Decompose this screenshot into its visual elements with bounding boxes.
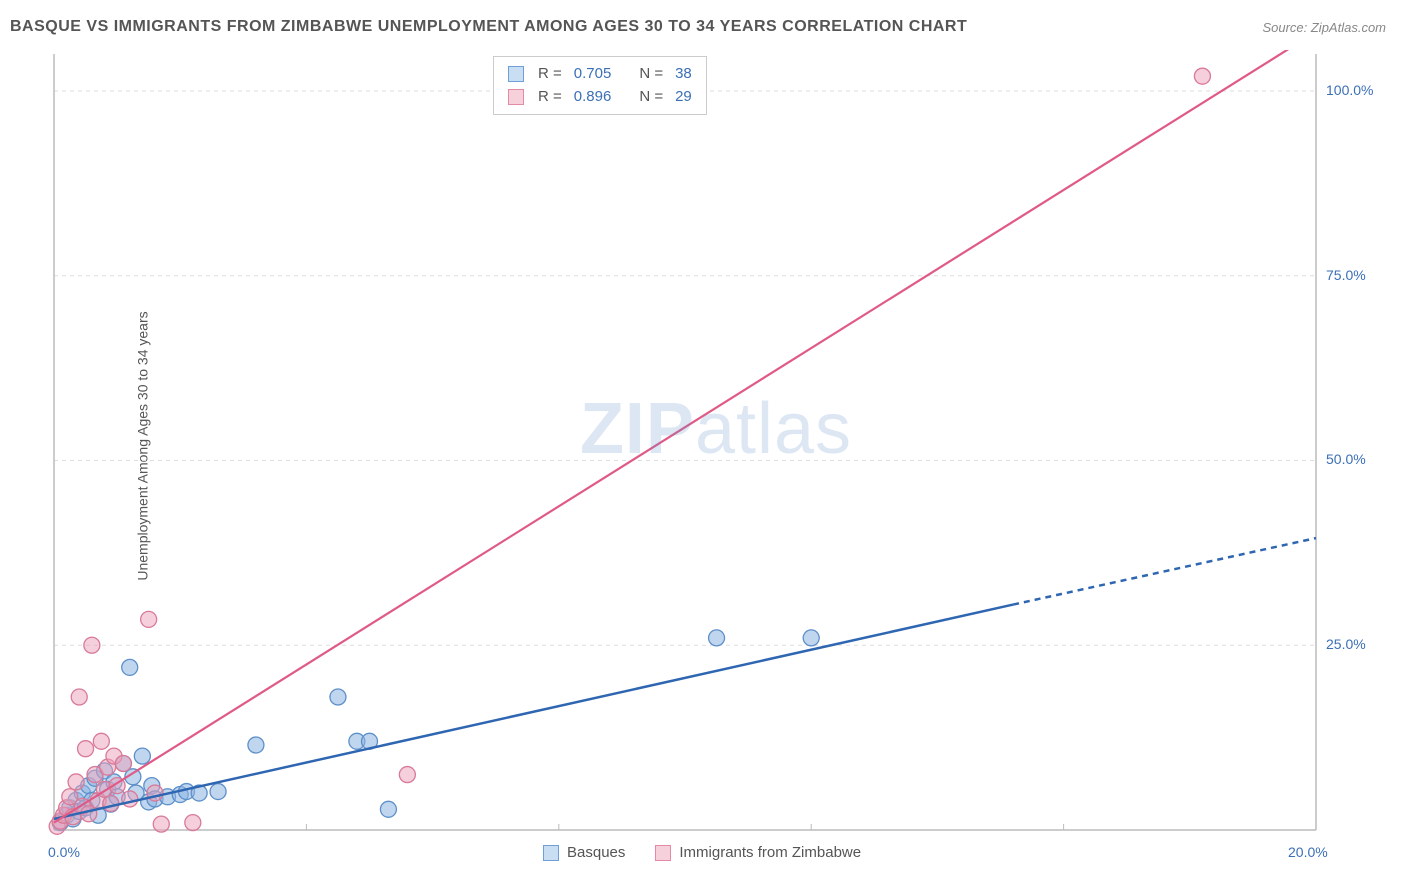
zimbabwe-point (1194, 68, 1210, 84)
legend-swatch (508, 89, 524, 105)
zimbabwe-trendline (54, 50, 1316, 823)
n-label: N = (639, 86, 663, 109)
zimbabwe-point (93, 733, 109, 749)
chart-title: BASQUE VS IMMIGRANTS FROM ZIMBABWE UNEMP… (10, 18, 967, 36)
stats-legend-row: R = 0.896 N = 29 (508, 86, 692, 109)
basques-point (248, 737, 264, 753)
n-value: 29 (675, 86, 692, 109)
zimbabwe-point (122, 791, 138, 807)
basques-point (803, 630, 819, 646)
zimbabwe-point (115, 755, 131, 771)
axis-tick-label: 75.0% (1326, 267, 1366, 283)
r-label: R = (538, 63, 562, 86)
zimbabwe-point (103, 795, 119, 811)
plot-area: ZIPatlas R =0.705N =38R =0.896N =29 Basq… (48, 50, 1384, 840)
legend-swatch (655, 845, 671, 861)
basques-trendline (54, 605, 1013, 819)
basques-point (709, 630, 725, 646)
axis-tick-label: 100.0% (1326, 82, 1373, 98)
basques-point (380, 801, 396, 817)
zimbabwe-point (68, 774, 84, 790)
n-value: 38 (675, 63, 692, 86)
legend-swatch (508, 66, 524, 82)
r-label: R = (538, 86, 562, 109)
stats-legend-row: R = 0.705 N = 38 (508, 63, 692, 86)
axis-tick-label: 20.0% (1288, 844, 1328, 860)
zimbabwe-point (84, 637, 100, 653)
legend-item: Immigrants from Zimbabwe (655, 844, 861, 861)
n-label: N = (639, 63, 663, 86)
scatter-chart (48, 50, 1384, 840)
r-value: 0.896 (574, 86, 612, 109)
stats-legend: R = 0.705 N = 38 R = 0.896 N = 29 (493, 56, 707, 115)
basques-trendline-extrap (1013, 538, 1316, 605)
zimbabwe-point (71, 689, 87, 705)
legend-item: Basques (543, 844, 625, 861)
r-value: 0.705 (574, 63, 612, 86)
zimbabwe-point (78, 741, 94, 757)
zimbabwe-point (141, 611, 157, 627)
basques-point (122, 659, 138, 675)
legend-label: Immigrants from Zimbabwe (679, 844, 861, 861)
legend-swatch (543, 845, 559, 861)
source-attribution: Source: ZipAtlas.com (1262, 20, 1386, 35)
legend-label: Basques (567, 844, 625, 861)
basques-point (330, 689, 346, 705)
basques-point (210, 784, 226, 800)
axis-tick-label: 0.0% (48, 844, 80, 860)
axis-tick-label: 25.0% (1326, 636, 1366, 652)
basques-point (134, 748, 150, 764)
zimbabwe-point (185, 815, 201, 831)
zimbabwe-point (153, 816, 169, 832)
axis-tick-label: 50.0% (1326, 451, 1366, 467)
series-legend: Basques Immigrants from Zimbabwe (543, 844, 861, 861)
zimbabwe-point (399, 767, 415, 783)
